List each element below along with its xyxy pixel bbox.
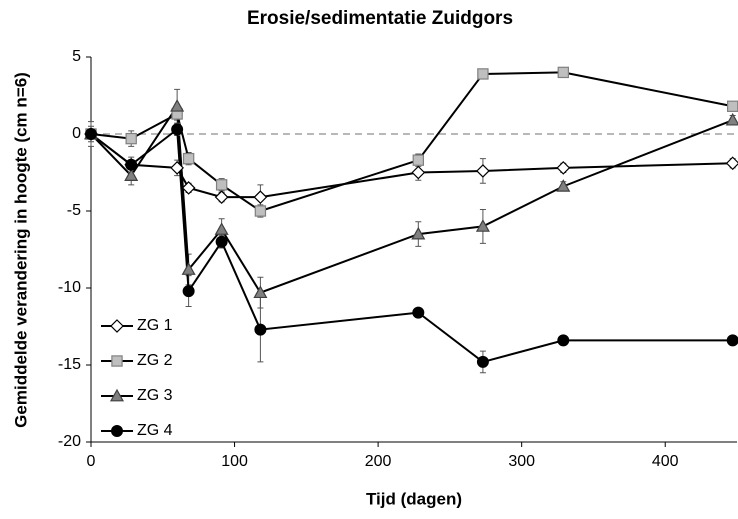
series-line: [90, 127, 733, 364]
data-point: [215, 179, 228, 191]
data-point: [476, 355, 489, 368]
legend-marker: [110, 319, 124, 333]
y-axis-label: Gemiddelde verandering in hoogte (cm n=6…: [11, 72, 30, 428]
data-point: [725, 156, 738, 171]
data-point: [556, 179, 571, 192]
data-point: [557, 66, 569, 79]
data-point: [411, 226, 426, 240]
x-tick-label: 200: [365, 453, 392, 470]
legend-marker: [111, 355, 123, 367]
data-point: [726, 334, 738, 347]
y-tick-label: -15: [58, 356, 81, 373]
data-point: [125, 158, 138, 171]
data-point: [253, 285, 268, 299]
x-tick-label: 400: [652, 453, 679, 470]
legend-label: ZG 4: [137, 422, 173, 439]
data-point: [181, 262, 196, 275]
data-point: [84, 128, 97, 141]
data-point: [181, 181, 196, 195]
data-point: [170, 161, 184, 175]
chart-title: Erosie/sedimentatie Zuidgors: [247, 8, 513, 29]
legend-label: ZG 3: [137, 387, 173, 404]
data-point: [124, 168, 139, 181]
data-point: [477, 68, 489, 80]
data-point: [171, 123, 184, 136]
data-point: [476, 164, 490, 178]
y-tick-label: -20: [58, 433, 81, 450]
series-line: [90, 71, 733, 213]
data-point: [254, 205, 267, 217]
data-point: [214, 190, 229, 204]
data-point: [214, 222, 229, 235]
data-point: [557, 334, 570, 347]
y-tick-label: 0: [72, 125, 81, 142]
data-point: [254, 323, 267, 336]
series-line: [90, 103, 734, 294]
x-tick-label: 0: [87, 453, 96, 470]
legend-marker: [109, 388, 125, 402]
data-point: [170, 99, 185, 112]
data-point: [411, 165, 426, 180]
legend-marker: [110, 425, 123, 438]
data-point: [556, 161, 571, 175]
data-point: [125, 132, 137, 145]
data-point: [412, 306, 425, 319]
legend-label: ZG 1: [137, 317, 173, 334]
data-point: [726, 100, 738, 112]
data-point: [182, 152, 195, 165]
y-tick-label: 5: [72, 48, 81, 65]
x-tick-label: 100: [221, 453, 248, 470]
data-point: [412, 154, 425, 166]
x-axis-label: Tijd (dagen): [366, 489, 462, 508]
data-point: [253, 190, 268, 204]
data-point: [182, 285, 195, 298]
data-point: [475, 219, 490, 232]
x-tick-label: 300: [508, 453, 535, 470]
y-tick-label: -10: [58, 279, 81, 296]
legend-label: ZG 2: [137, 352, 173, 369]
data-point: [725, 112, 738, 126]
data-point: [215, 235, 228, 248]
y-tick-label: -5: [67, 202, 81, 219]
